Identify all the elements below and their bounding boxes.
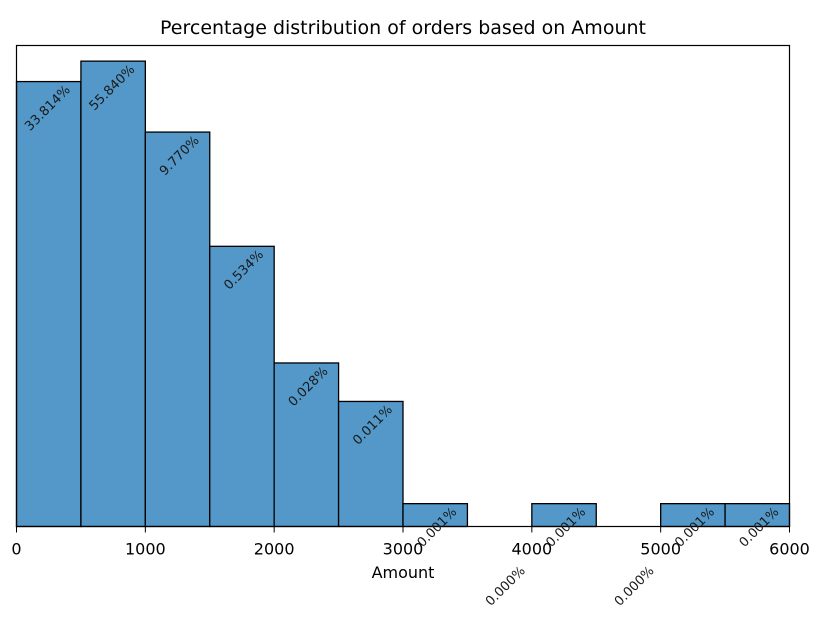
bar-5 <box>337 400 404 528</box>
x-tick-label-5: 5000 <box>640 540 681 559</box>
x-tick-label-3: 3000 <box>383 540 424 559</box>
x-axis-label: Amount <box>372 563 435 582</box>
bars-layer <box>15 60 791 528</box>
x-tick-label-2: 2000 <box>254 540 295 559</box>
chart-title: Percentage distribution of orders based … <box>160 17 646 39</box>
x-tick-label-1: 1000 <box>125 540 166 559</box>
bar-3 <box>209 245 275 528</box>
bar-4 <box>273 362 340 528</box>
bar-0 <box>15 80 82 528</box>
bar-label-9: 0.000% <box>612 564 658 610</box>
x-tick-label-0: 0 <box>11 540 21 559</box>
x-ticks: 0 1000 2000 3000 4000 5000 6000 <box>11 526 810 559</box>
bar-label-7: 0.000% <box>483 564 529 610</box>
bar-1 <box>80 60 146 528</box>
x-tick-label-6: 6000 <box>769 540 810 559</box>
x-tick-label-4: 4000 <box>511 540 552 559</box>
bar-2 <box>144 131 211 528</box>
